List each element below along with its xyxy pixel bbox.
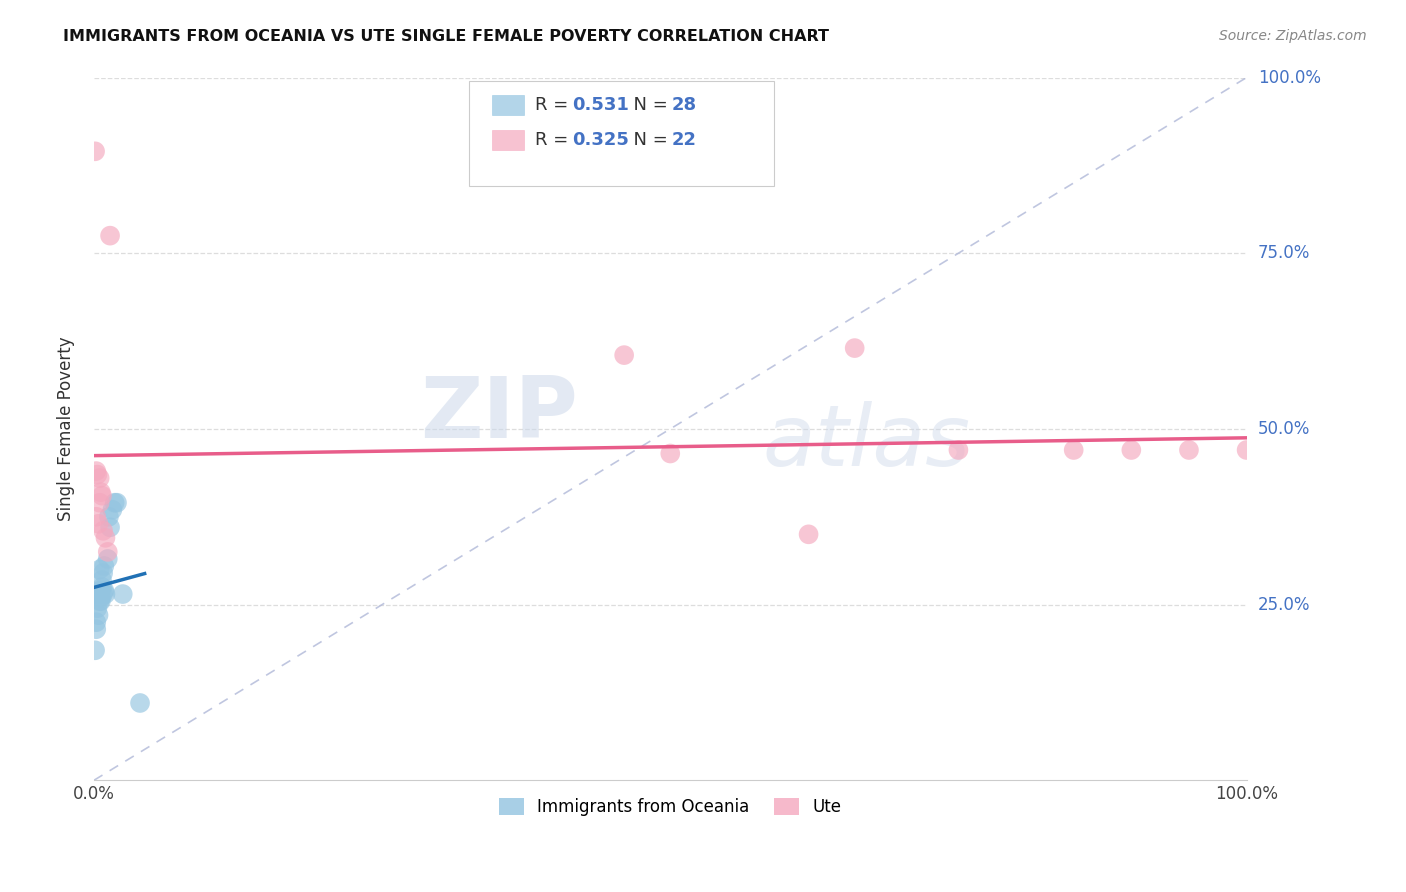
Text: 0.325: 0.325 [572, 131, 628, 149]
Text: R =: R = [536, 96, 575, 114]
Point [84, 145, 107, 159]
Text: 100.0%: 100.0% [1258, 69, 1320, 87]
Point [87, 516, 110, 531]
Point [94, 531, 117, 545]
Point [948, 442, 970, 457]
Point [86, 587, 108, 601]
Point [94, 587, 117, 601]
Point [90, 591, 112, 605]
FancyBboxPatch shape [468, 81, 773, 186]
Point [101, 502, 124, 516]
Point [86, 601, 108, 615]
Point [1236, 442, 1258, 457]
Point [111, 587, 134, 601]
Point [84, 622, 107, 636]
Point [90, 594, 112, 608]
FancyBboxPatch shape [492, 130, 524, 150]
Y-axis label: Single Female Poverty: Single Female Poverty [58, 336, 75, 521]
Point [93, 583, 115, 598]
Point [97, 509, 120, 524]
Point [91, 580, 114, 594]
Point [797, 527, 820, 541]
Point [98, 228, 121, 243]
Text: Source: ZipAtlas.com: Source: ZipAtlas.com [1219, 29, 1367, 43]
Point [91, 489, 114, 503]
Point [1178, 442, 1201, 457]
Text: 22: 22 [672, 131, 696, 149]
Text: 75.0%: 75.0% [1258, 244, 1310, 262]
Point [89, 583, 111, 598]
Text: N =: N = [621, 96, 673, 114]
Point [86, 467, 108, 482]
Point [98, 520, 121, 534]
Legend: Immigrants from Oceania, Ute: Immigrants from Oceania, Ute [491, 789, 851, 825]
Point [97, 552, 120, 566]
Text: 0.531: 0.531 [572, 96, 628, 114]
Point [84, 509, 107, 524]
Point [87, 587, 110, 601]
Point [84, 464, 107, 478]
Point [659, 446, 682, 460]
Point [91, 524, 114, 538]
Point [90, 485, 112, 500]
Point [93, 558, 115, 573]
Text: R =: R = [536, 131, 575, 149]
Point [104, 496, 127, 510]
Point [97, 545, 120, 559]
Text: IMMIGRANTS FROM OCEANIA VS UTE SINGLE FEMALE POVERTY CORRELATION CHART: IMMIGRANTS FROM OCEANIA VS UTE SINGLE FE… [63, 29, 830, 44]
Point [91, 566, 114, 580]
Point [129, 696, 152, 710]
Point [84, 615, 107, 630]
Point [844, 341, 866, 355]
FancyBboxPatch shape [492, 95, 524, 115]
Point [105, 496, 128, 510]
Point [90, 583, 112, 598]
Point [91, 587, 114, 601]
Text: ZIP: ZIP [420, 374, 578, 457]
Point [1121, 442, 1143, 457]
Point [87, 608, 110, 623]
Point [1063, 442, 1085, 457]
Text: 25.0%: 25.0% [1258, 596, 1310, 614]
Point [89, 471, 111, 485]
Point [613, 348, 636, 362]
Point [91, 573, 114, 587]
Text: N =: N = [621, 131, 673, 149]
Point [89, 594, 111, 608]
Text: 28: 28 [672, 96, 696, 114]
Point [89, 562, 111, 576]
Point [84, 643, 107, 657]
Text: 50.0%: 50.0% [1258, 420, 1310, 438]
Point [89, 496, 111, 510]
Text: atlas: atlas [762, 401, 970, 484]
